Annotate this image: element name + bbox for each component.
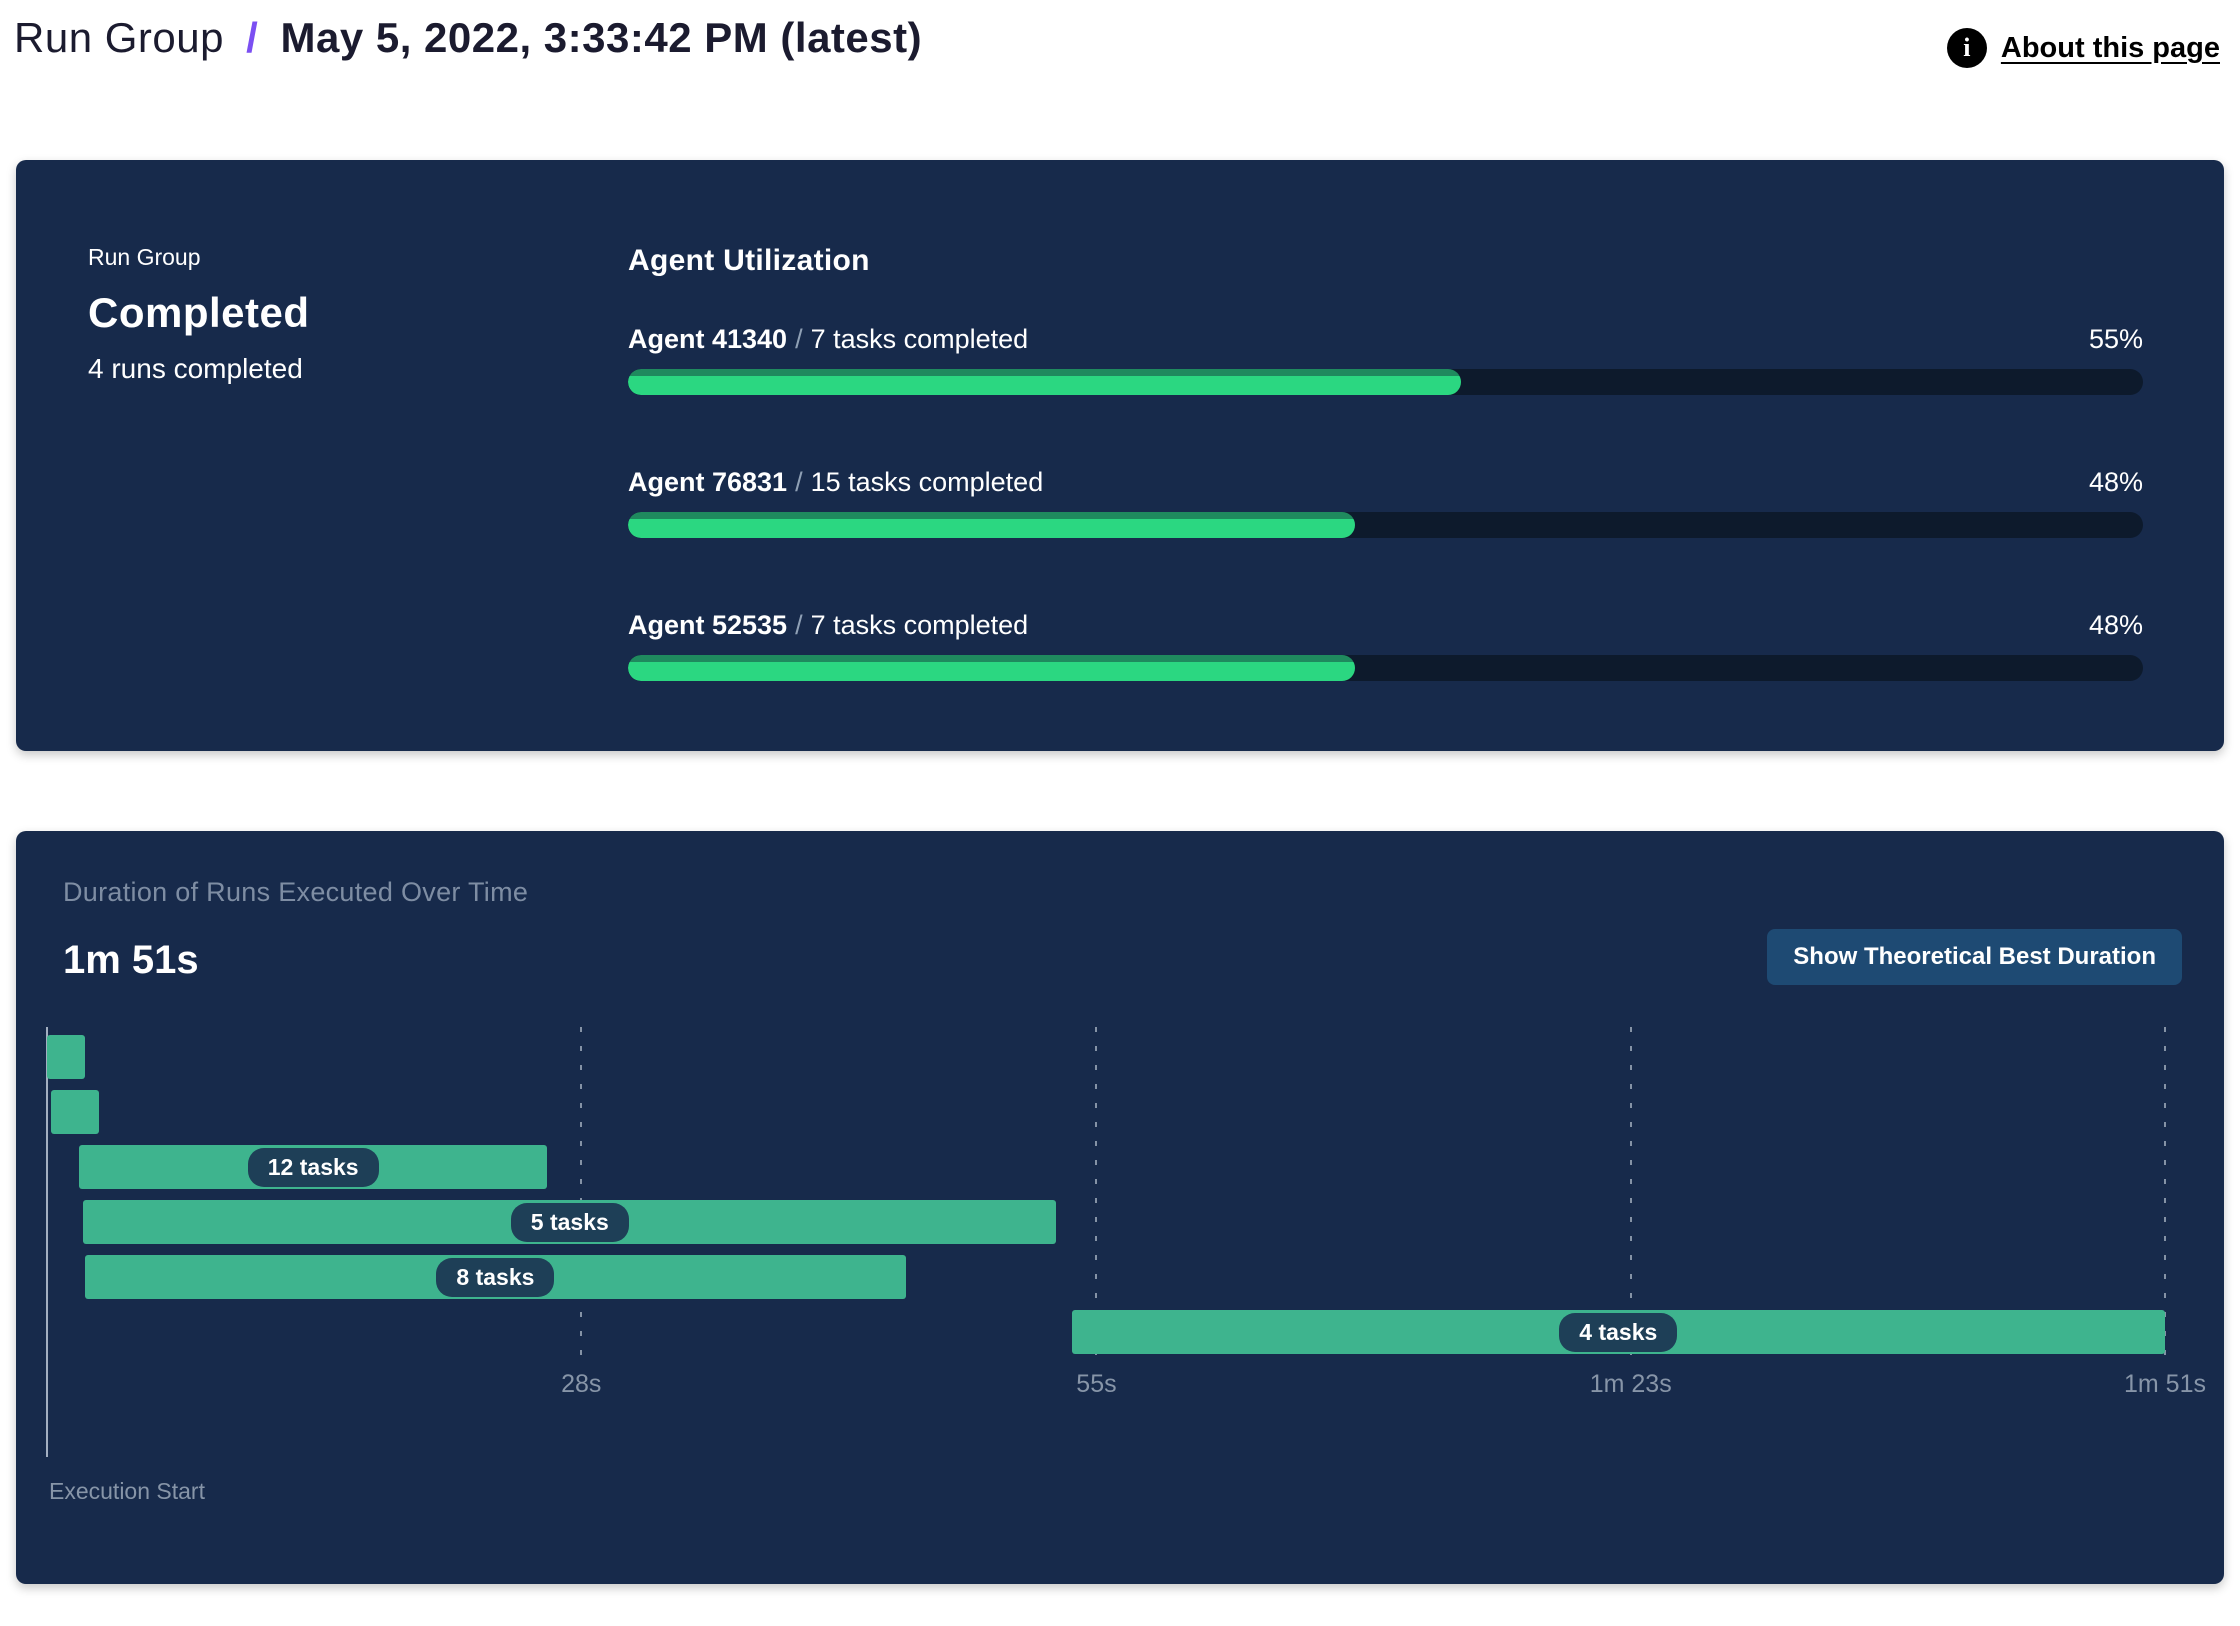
gantt-row: 5 tasks: [47, 1200, 2165, 1244]
task-count-badge: 12 tasks: [247, 1147, 379, 1187]
axis-tick-label: 28s: [561, 1370, 602, 1398]
axis-tick-label: 55s: [1076, 1370, 1117, 1398]
gridline: [580, 1027, 583, 1360]
agent-row-label: Agent 76831/15 tasks completed 48%: [628, 467, 2143, 498]
execution-start-line: [46, 1027, 48, 1457]
run-duration-bar[interactable]: 12 tasks: [79, 1145, 547, 1189]
agent-name: Agent 76831: [628, 467, 788, 497]
agent-utilization-progressbar: [628, 369, 2143, 395]
agent-row-text: Agent 76831/15 tasks completed: [628, 467, 1043, 498]
run-duration-bar[interactable]: 5 tasks: [83, 1200, 1057, 1244]
agent-utilization-heading: Agent Utilization: [628, 244, 870, 277]
run-duration-bar[interactable]: [47, 1035, 86, 1079]
agent-label-separator: /: [795, 610, 803, 640]
agent-row-label: Agent 41340/7 tasks completed 55%: [628, 324, 2143, 355]
agent-tasks-completed: 7 tasks completed: [810, 610, 1029, 640]
gantt-row: 12 tasks: [47, 1145, 2165, 1189]
agent-utilization-percent: 48%: [2088, 610, 2143, 640]
task-count-badge: 8 tasks: [436, 1257, 555, 1297]
axis-tick-label: 1m 51s: [2124, 1370, 2206, 1398]
agent-label-separator: /: [795, 467, 803, 497]
agent-tasks-completed: 7 tasks completed: [810, 324, 1029, 354]
breadcrumb: Run Group / May 5, 2022, 3:33:42 PM (lat…: [14, 14, 922, 62]
duration-panel: Duration of Runs Executed Over Time 1m 5…: [16, 831, 2224, 1584]
page-title: May 5, 2022, 3:33:42 PM (latest): [280, 14, 923, 61]
agent-utilization-percent: 48%: [2088, 467, 2143, 497]
runs-completed-count: 4 runs completed: [88, 353, 303, 384]
agent-utilization-progressbar: [628, 655, 2143, 681]
agent-utilization-percent: 55%: [2088, 324, 2143, 354]
axis-tick-label: 1m 23s: [1589, 1370, 1672, 1398]
gridline: [2164, 1027, 2166, 1360]
agent-utilization-rows: Agent 41340/7 tasks completed 55% Agent 76…: [628, 324, 2143, 681]
execution-start-label: Execution Start: [49, 1478, 205, 1504]
about-this-page-label: About this page: [2000, 31, 2220, 64]
gantt-rows: 12 tasks 5 tasks 8 tasks 4 tasks: [46, 1027, 2166, 1457]
info-icon: i: [1946, 28, 1987, 68]
agent-row-label: Agent 52535/7 tasks completed 48%: [628, 610, 2143, 641]
agent-utilization-section: Agent Utilization Agent 41340/7 tasks co…: [628, 244, 2143, 751]
agent-tasks-completed: 15 tasks completed: [810, 467, 1044, 497]
gantt-chart: 12 tasks 5 tasks 8 tasks 4 tasks 28s 55s 1m 2…: [46, 1027, 2206, 1505]
gantt-row: 4 tasks: [47, 1310, 2165, 1354]
run-group-status: Completed: [88, 289, 310, 336]
agent-utilization-progress-fill: [628, 512, 1356, 538]
total-duration-value: 1m 51s: [63, 938, 199, 982]
run-duration-bar[interactable]: 4 tasks: [1071, 1310, 2165, 1354]
breadcrumb-run-group[interactable]: Run Group: [14, 14, 224, 61]
gantt-row: [47, 1035, 2165, 1079]
agent-utilization-progress-fill: [628, 369, 1462, 395]
task-count-badge: 5 tasks: [510, 1202, 629, 1242]
about-this-page-link[interactable]: i About this page: [1946, 28, 2220, 68]
gridline: [1629, 1027, 1632, 1360]
duration-chart-title: Duration of Runs Executed Over Time: [63, 877, 529, 907]
run-group-label: Run Group: [88, 244, 201, 270]
breadcrumb-separator: /: [246, 14, 259, 61]
agent-utilization-row: Agent 52535/7 tasks completed 48%: [628, 610, 2143, 681]
agent-utilization-row: Agent 76831/15 tasks completed 48%: [628, 467, 2143, 538]
run-duration-bar[interactable]: [50, 1090, 99, 1134]
task-count-badge: 4 tasks: [1559, 1312, 1678, 1352]
agent-name: Agent 41340: [628, 324, 788, 354]
agent-row-text: Agent 41340/7 tasks completed: [628, 324, 1028, 355]
agent-row-text: Agent 52535/7 tasks completed: [628, 610, 1028, 641]
show-theoretical-best-duration-button[interactable]: Show Theoretical Best Duration: [1767, 929, 2182, 985]
agent-name: Agent 52535: [628, 610, 788, 640]
time-axis: 28s 55s 1m 23s 1m 51s: [47, 1370, 2206, 1400]
gantt-row: [47, 1090, 2165, 1134]
run-group-status-block: Run Group Completed 4 runs completed: [88, 244, 628, 751]
agent-utilization-progress-fill: [628, 655, 1356, 681]
gridline: [1095, 1027, 1098, 1360]
page-header: Run Group / May 5, 2022, 3:33:42 PM (lat…: [0, 0, 2240, 68]
run-duration-bar[interactable]: 8 tasks: [85, 1255, 906, 1299]
agent-utilization-progressbar: [628, 512, 2143, 538]
gantt-row: 8 tasks: [47, 1255, 2165, 1299]
agent-label-separator: /: [795, 324, 803, 354]
run-group-summary-panel: Run Group Completed 4 runs completed Age…: [16, 160, 2224, 751]
agent-utilization-row: Agent 41340/7 tasks completed 55%: [628, 324, 2143, 395]
